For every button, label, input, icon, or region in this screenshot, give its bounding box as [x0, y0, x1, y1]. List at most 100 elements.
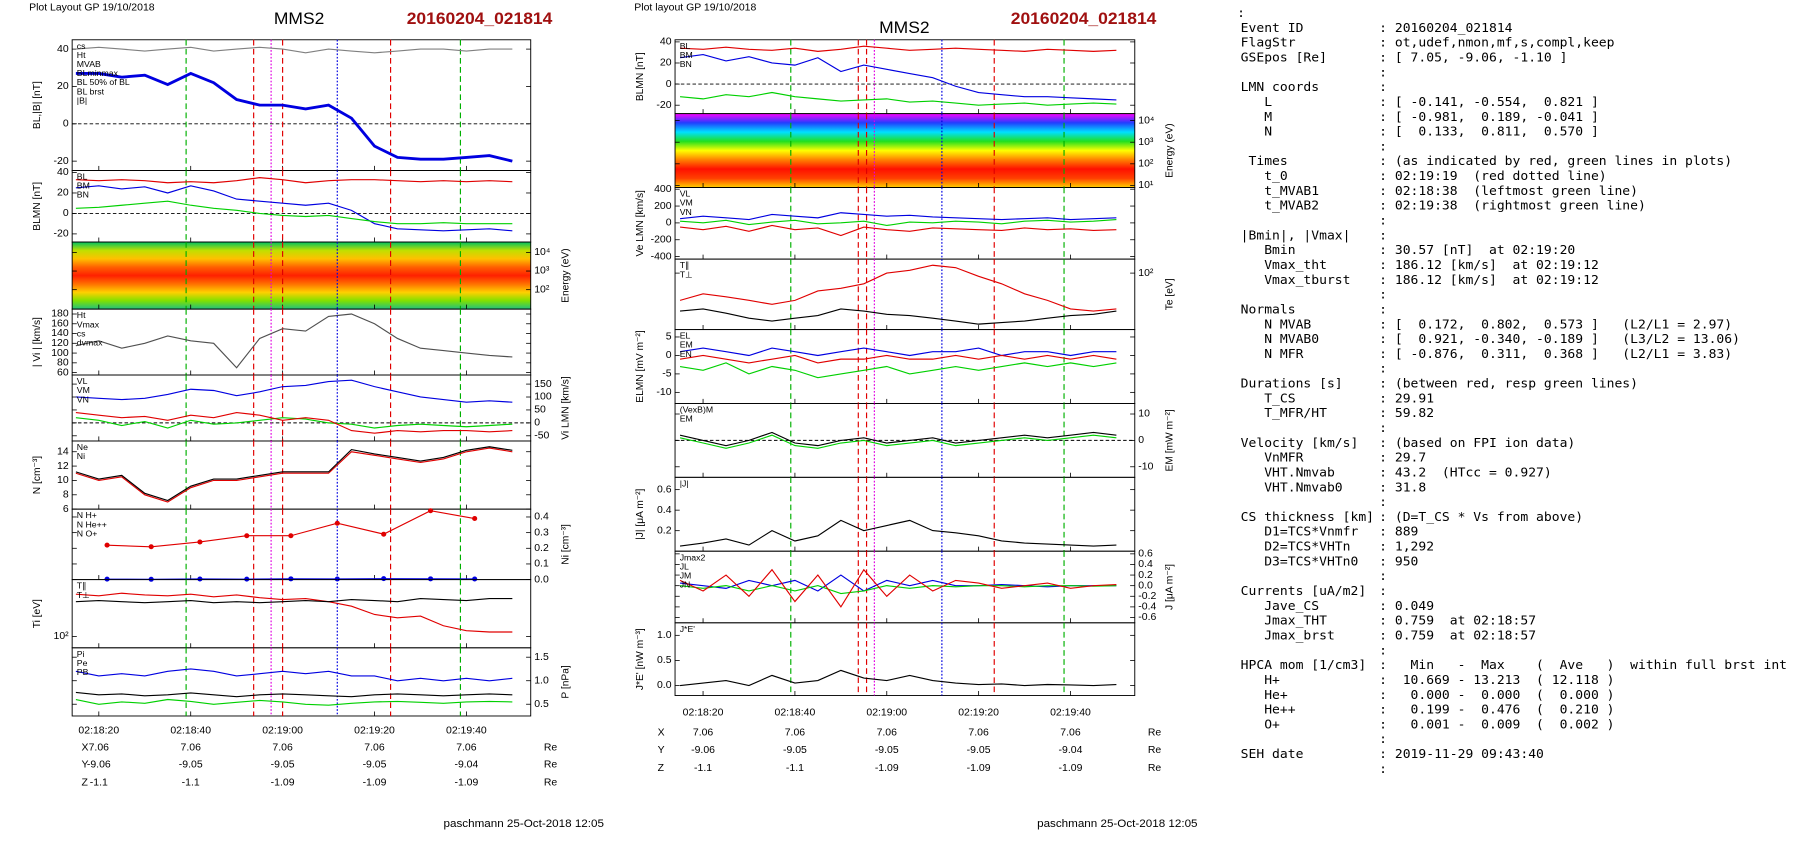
- y-tick-label: 6: [63, 504, 69, 515]
- series-label: VN: [680, 207, 692, 217]
- plot-header: Plot layout GP 19/10/2018: [634, 3, 756, 14]
- probe-title: MMS2: [274, 8, 324, 28]
- series-line: [75, 46, 513, 54]
- position-unit: Re: [544, 760, 558, 771]
- listing-value: : 950: [1379, 555, 1418, 570]
- listing-key: VnMFR: [1241, 451, 1304, 466]
- legend-label: BL brst: [77, 86, 105, 96]
- y-tick-label: 10⁴: [1138, 115, 1154, 126]
- y-tick-label: 0: [666, 218, 672, 229]
- panel-frame: [71, 647, 532, 717]
- listing-key: t_MVAB2: [1241, 199, 1319, 214]
- series-label: (VexB)M: [680, 405, 713, 415]
- y-tick-label: -0.4: [1138, 602, 1156, 613]
- series-line: [679, 574, 1117, 592]
- position-unit: Re: [544, 743, 558, 754]
- listing-value: : [ -0.876, 0.311, 0.368 ] (L2/L1 = 3.83…: [1379, 347, 1732, 362]
- series-label: Pi: [77, 649, 85, 659]
- series-label: PB: [77, 667, 89, 677]
- listing-value: : ot,udef,nmon,mf,s,compl,keep: [1379, 36, 1614, 51]
- position-value: -9.05: [363, 760, 387, 771]
- plot-footer: paschmann 25-Oct-2018 12:05: [1037, 818, 1197, 830]
- listing-value: : [ -0.981, 0.189, -0.041 ]: [1379, 110, 1599, 125]
- y-tick-label: -10: [1138, 462, 1153, 473]
- listing-value: : 889: [1379, 525, 1418, 540]
- position-row-label: Y: [658, 745, 665, 756]
- series-line: [680, 219, 1117, 227]
- position-value: -1.09: [454, 778, 478, 789]
- y-tick-label: -20: [54, 229, 69, 240]
- listing-key: HPCA mom [1/cm3]: [1241, 658, 1366, 673]
- listing-key: Currents [uA/m2]: [1241, 584, 1366, 599]
- y-axis-label: Ni [cm⁻³]: [560, 524, 571, 565]
- y-tick-label: 100: [534, 392, 552, 403]
- panel-frame: [674, 39, 1136, 115]
- y-tick-label: 0.5: [657, 655, 672, 666]
- y-tick-label: -0.6: [1138, 612, 1156, 623]
- series-label: T∥: [77, 581, 87, 591]
- y-tick-label: 10⁴: [534, 247, 550, 258]
- listing-value: : 0.759 at 02:18:57: [1379, 614, 1536, 629]
- listing-separator: :: [1379, 732, 1387, 747]
- data-point: [427, 508, 434, 514]
- x-tick-label: 02:18:40: [170, 726, 211, 737]
- position-value: -1.1: [90, 778, 108, 789]
- y-tick-label: 1.0: [534, 676, 549, 687]
- series-label: EL: [680, 331, 691, 341]
- listing-value: : [ 0.921, -0.340, -0.189 ] (L3/L2 = 13.…: [1379, 332, 1740, 347]
- y-tick-label: 1.0: [657, 630, 672, 641]
- y-tick-label: 20: [660, 58, 672, 69]
- series-label: VM: [680, 198, 693, 208]
- panel-frame: [71, 39, 532, 171]
- listing-key: GSEpos [Re]: [1241, 51, 1327, 66]
- data-point: [472, 516, 478, 522]
- y-tick-label: 0: [1138, 435, 1144, 446]
- listing-key: t_MVAB1: [1241, 184, 1319, 199]
- listing-key: D3=TCS*VHTn0: [1241, 555, 1359, 570]
- y-tick-label: 10: [57, 475, 69, 486]
- series-line: [680, 45, 1117, 52]
- y-tick-label: 50: [534, 405, 546, 416]
- x-tick-label: 02:19:40: [446, 726, 487, 737]
- series-label: BM: [77, 181, 90, 191]
- y-tick-label: -20: [54, 156, 69, 167]
- listing-key: D1=TCS*Vnmfr: [1241, 525, 1359, 540]
- series-line: [679, 354, 1117, 364]
- series-line: [75, 698, 513, 706]
- listing-separator: :: [1379, 362, 1387, 377]
- listing-value: : 02:19:38 (rightmost green line): [1379, 199, 1646, 214]
- listing-key: CS thickness [km]: [1241, 510, 1374, 525]
- listing-key: T_CS: [1241, 391, 1296, 406]
- y-tick-label: 10²: [1138, 159, 1154, 170]
- position-unit: Re: [1148, 763, 1162, 774]
- listing-value: :: [1379, 584, 1387, 599]
- listing-separator: :: [1379, 495, 1387, 510]
- position-value: -1.09: [1059, 763, 1083, 774]
- series-line: [107, 510, 475, 548]
- y-tick-label: 180: [51, 309, 69, 320]
- position-value: 7.06: [693, 728, 714, 739]
- listing-key: N: [1241, 125, 1272, 140]
- panel-frame: [674, 622, 1136, 696]
- series-label: JN: [680, 580, 691, 590]
- listing-value: : 02:19:19 (red dotted line): [1379, 169, 1606, 184]
- y-tick-label: 0: [63, 119, 69, 130]
- y-tick-label: 0.5: [534, 699, 549, 710]
- y-tick-label: 10²: [534, 284, 550, 295]
- listing-value: :: [1379, 303, 1387, 318]
- data-point: [104, 542, 110, 548]
- series-label: Pe: [77, 658, 88, 668]
- position-value: -9.04: [454, 760, 478, 771]
- data-point: [244, 576, 250, 582]
- plot-header: Plot Layout GP 19/10/2018: [29, 3, 155, 14]
- y-tick-label: 0.4: [657, 505, 672, 516]
- x-tick-label: 02:18:40: [775, 707, 816, 718]
- y-tick-label: 10: [1138, 409, 1150, 420]
- listing-value: : (as indicated by red, green lines in p…: [1379, 154, 1732, 169]
- y-tick-label: -200: [651, 235, 672, 246]
- y-tick-label: -5: [662, 369, 672, 380]
- y-tick-label: -400: [651, 251, 672, 262]
- listing-value: : 0.199 - 0.476 ( 0.210 ): [1379, 703, 1614, 718]
- series-line: [679, 669, 1117, 687]
